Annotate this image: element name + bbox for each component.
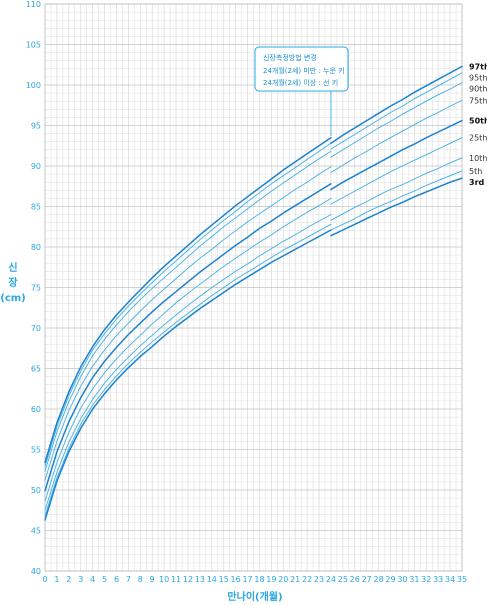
x-tick-label: 16 (231, 575, 241, 584)
x-tick-label: 15 (219, 575, 229, 584)
y-tick-label: 95 (31, 122, 41, 131)
grid (44, 3, 463, 572)
x-tick-label: 32 (421, 575, 431, 584)
curve-5th-standing (330, 170, 463, 231)
curve-95th-recumbent (44, 142, 332, 467)
x-tick-label: 23 (314, 575, 324, 584)
series-label-90th: 90th (469, 84, 487, 93)
x-tick-label: 4 (90, 575, 95, 584)
x-tick-label: 22 (302, 575, 312, 584)
y-tick-label: 70 (31, 324, 41, 333)
y-axis-title: 신 장 (cm) (0, 261, 26, 304)
y-tick-label: 40 (31, 567, 41, 576)
x-tick-label: 20 (278, 575, 288, 584)
curve-10th-recumbent (44, 214, 332, 511)
series-label-10th: 10th (469, 154, 487, 163)
x-tick-label: 33 (433, 575, 443, 584)
series-label-5th: 5th (469, 167, 482, 176)
curve-10th-standing (330, 157, 463, 221)
x-tick-label: 5 (102, 575, 107, 584)
y-tick-label: 105 (26, 41, 41, 50)
x-tick-label: 30 (397, 575, 407, 584)
series-label-3rd: 3rd (469, 178, 485, 187)
series-label-97th: 97th (469, 62, 487, 71)
y-axis-title-line-1: 신 (8, 261, 17, 274)
y-tick-label: 45 (31, 527, 41, 536)
x-tick-label: 34 (445, 575, 455, 584)
curve-75th-standing (330, 99, 463, 173)
y-tick-label: 80 (31, 243, 41, 252)
series-label-50th: 50th (469, 117, 487, 126)
x-tick-label: 14 (207, 575, 217, 584)
curve-25th-recumbent (44, 197, 332, 502)
x-tick-label: 12 (183, 575, 193, 584)
x-tick-label: 8 (138, 575, 143, 584)
curve-5th-recumbent (44, 223, 332, 517)
y-axis-title-line-3: (cm) (0, 293, 26, 304)
x-tick-label: 24 (326, 575, 336, 584)
x-tick-label: 11 (171, 575, 181, 584)
y-tick-label: 110 (26, 0, 41, 9)
curve-97th-recumbent (44, 136, 332, 464)
y-axis-title-line-2: 장 (8, 276, 18, 289)
curve-50th-recumbent (44, 183, 332, 492)
x-tick-label: 35 (457, 575, 467, 584)
x-tick-label: 29 (385, 575, 395, 584)
x-tick-label: 0 (42, 575, 47, 584)
y-tick-label: 65 (31, 365, 41, 374)
y-tick-label: 50 (31, 486, 41, 495)
x-tick-label: 25 (338, 575, 348, 584)
curve-25th-standing (330, 137, 463, 205)
percentile-labels: 97th 95th 90th 75th 50th 25th 10th 5th 3rd (469, 62, 487, 186)
x-tick-label: 10 (159, 575, 169, 584)
y-tick-label: 85 (31, 203, 41, 212)
x-tick-label: 1 (54, 575, 59, 584)
note-box (254, 46, 349, 92)
x-tick-label: 31 (409, 575, 419, 584)
note-line-2: 24개월(2세) 미만 : 누운 키 (263, 66, 345, 75)
series-label-25th: 25th (469, 134, 487, 143)
plot-frame (44, 3, 463, 572)
x-tick-label: 18 (254, 575, 264, 584)
x-tick-label: 26 (350, 575, 360, 584)
curve-3rd-recumbent (44, 229, 332, 521)
x-tick-label: 9 (150, 575, 155, 584)
note-line-1: 신장측정방법 변경 (263, 53, 317, 62)
x-tick-label: 6 (114, 575, 119, 584)
curve-90th-recumbent (44, 150, 332, 472)
percentile-curves (44, 65, 463, 521)
x-tick-label: 28 (374, 575, 384, 584)
curve-90th-standing (330, 82, 463, 158)
x-tick-label: 13 (195, 575, 205, 584)
measurement-change-note: 신장측정방법 변경 24개월(2세) 미만 : 누운 키 24개월(2세) 이상… (254, 46, 349, 136)
x-axis-title: 만나이(개월) (227, 590, 282, 603)
y-tick-label: 100 (26, 81, 41, 90)
x-tick-label: 17 (242, 575, 252, 584)
x-tick-label: 7 (126, 575, 131, 584)
curve-50th-standing (330, 119, 463, 191)
y-tick-label: 90 (31, 162, 41, 171)
y-tick-label: 75 (31, 284, 41, 293)
x-tick-label: 2 (66, 575, 71, 584)
y-tick-label: 55 (31, 446, 41, 455)
x-tick-label: 3 (78, 575, 83, 584)
curve-75th-recumbent (44, 166, 332, 481)
x-tick-label: 19 (266, 575, 276, 584)
note-line-3: 24개월(2세) 이상 : 선 키 (263, 78, 338, 87)
x-tick-label: 27 (362, 575, 372, 584)
curve-95th-standing (330, 72, 463, 150)
curve-97th-standing (330, 65, 463, 145)
curve-3rd-standing (330, 177, 463, 237)
series-label-95th: 95th (469, 73, 487, 82)
y-tick-label: 60 (31, 405, 41, 414)
series-label-75th: 75th (469, 96, 487, 105)
x-tick-label: 21 (290, 575, 300, 584)
